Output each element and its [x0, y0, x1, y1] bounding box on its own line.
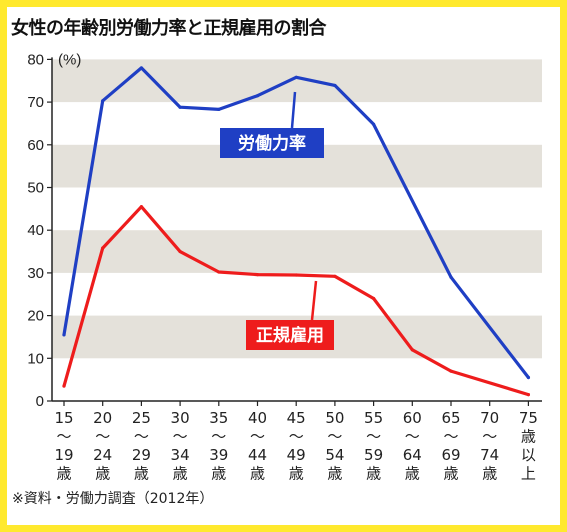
x-tick-label: 〜	[327, 428, 342, 446]
x-tick-label: 歳	[443, 465, 458, 483]
x-tick-label: 〜	[482, 428, 497, 446]
x-tick-label: 歳	[211, 465, 226, 483]
x-tick-label: 54	[325, 446, 344, 464]
y-tick-label: 10	[27, 350, 44, 367]
grid-band	[52, 230, 542, 273]
series-label: 労働力率	[238, 133, 306, 154]
x-tick-label: 75	[519, 409, 538, 427]
x-tick-label: 55	[364, 409, 383, 427]
x-tick-label: 歳	[482, 465, 497, 483]
x-tick-label: 〜	[405, 428, 420, 446]
x-tick-label: 39	[209, 446, 228, 464]
data-point	[139, 205, 143, 209]
series-label-box	[220, 128, 324, 158]
data-point	[255, 94, 260, 98]
x-tick-label: 34	[171, 446, 190, 464]
data-point	[294, 75, 298, 79]
x-tick-label: 65	[441, 409, 460, 427]
data-point	[178, 249, 182, 254]
y-tick-label: 30	[27, 265, 44, 282]
x-tick-label: 50	[325, 409, 344, 427]
data-point	[255, 273, 260, 277]
x-tick-label: 45	[287, 409, 306, 427]
x-tick-label: 24	[93, 446, 112, 464]
data-point	[333, 274, 337, 278]
data-point	[526, 392, 531, 397]
data-point	[101, 99, 105, 103]
y-tick-label: 50	[27, 180, 44, 197]
series-label-box	[246, 320, 334, 350]
x-tick-label: 歳	[521, 428, 536, 446]
data-point	[178, 105, 182, 109]
grid-band	[52, 59, 542, 103]
data-point	[449, 275, 453, 279]
x-tick-label: 歳	[250, 465, 265, 483]
x-tick-label: 25	[132, 409, 151, 427]
x-tick-label: 64	[403, 446, 422, 464]
data-point	[294, 273, 298, 277]
x-tick-label: 59	[364, 446, 383, 464]
y-tick-label: 80	[27, 51, 44, 68]
y-unit-label: (%)	[58, 51, 81, 68]
x-tick-label: 44	[248, 446, 267, 464]
x-tick-label: 19	[54, 446, 73, 464]
x-tick-label: 70	[480, 409, 499, 427]
x-tick-label: 69	[441, 446, 460, 464]
x-tick-label: 〜	[211, 428, 226, 446]
x-tick-label: 29	[132, 446, 151, 464]
x-tick-label: 15	[54, 409, 73, 427]
x-tick-label: 40	[248, 409, 267, 427]
series-label: 正規雇用	[256, 325, 324, 346]
x-tick-label: 〜	[289, 428, 304, 446]
data-point	[449, 369, 453, 373]
x-tick-label: 30	[171, 409, 190, 427]
y-tick-label: 20	[27, 308, 44, 325]
x-tick-label: 〜	[366, 428, 381, 446]
x-tick-label: 以	[521, 446, 536, 464]
x-tick-label: 〜	[134, 428, 149, 446]
data-point	[526, 375, 531, 380]
data-point	[372, 296, 376, 301]
x-tick-label: 歳	[95, 465, 110, 483]
x-tick-label: 上	[521, 465, 536, 483]
data-point	[372, 122, 376, 126]
x-tick-label: 歳	[134, 465, 149, 483]
series-line-1	[62, 205, 531, 397]
y-tick-label: 70	[27, 94, 44, 111]
x-tick-label: 35	[209, 409, 228, 427]
x-tick-label: 〜	[173, 428, 188, 446]
series-label-leader	[290, 91, 297, 129]
x-tick-label: 〜	[56, 428, 71, 446]
x-tick-label: 歳	[289, 465, 304, 483]
data-point	[217, 107, 221, 111]
x-tick-label: 74	[480, 446, 499, 464]
x-tick-label: 歳	[56, 465, 71, 483]
data-point	[410, 348, 414, 352]
data-point	[101, 246, 105, 250]
y-tick-label: 0	[36, 393, 44, 410]
x-tick-label: 49	[287, 446, 306, 464]
x-tick-label: 〜	[95, 428, 110, 446]
series-label-leader	[310, 280, 318, 321]
data-point	[333, 83, 337, 88]
x-tick-label: 〜	[443, 428, 458, 446]
x-tick-label: 歳	[173, 465, 188, 483]
y-tick-label: 40	[27, 222, 44, 239]
x-tick-label: 〜	[250, 428, 265, 446]
source-note: ※資料・労働力調査（2012年）	[12, 491, 214, 507]
x-tick-label: 20	[93, 409, 112, 427]
x-tick-label: 歳	[405, 465, 420, 483]
x-tick-label: 歳	[366, 465, 381, 483]
x-tick-label: 歳	[327, 465, 342, 483]
chart-title: 女性の年齢別労働力率と正規雇用の割合	[11, 18, 327, 39]
data-point	[62, 384, 66, 388]
data-point	[139, 66, 143, 70]
y-tick-label: 60	[27, 137, 44, 154]
data-point	[217, 270, 221, 274]
data-point	[62, 333, 66, 337]
x-tick-label: 60	[403, 409, 422, 427]
